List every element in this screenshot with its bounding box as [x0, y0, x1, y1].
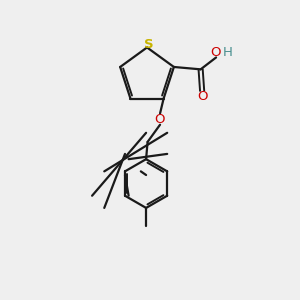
Text: H: H [223, 46, 233, 59]
Text: O: O [197, 90, 207, 103]
Text: O: O [154, 113, 164, 126]
Text: S: S [144, 38, 153, 51]
Text: O: O [210, 46, 221, 59]
